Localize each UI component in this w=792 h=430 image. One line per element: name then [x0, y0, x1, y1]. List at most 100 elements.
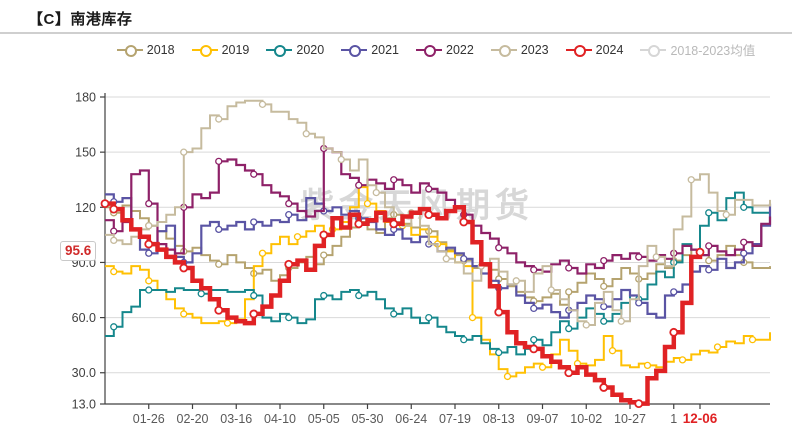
chart-legend: 2018 2019 2020 2021 2022 2023 2024 2018-2023均值	[90, 40, 782, 59]
data-point-marker-2020	[110, 323, 118, 331]
data-point-marker-2024	[669, 327, 679, 337]
y-tick-label: 60.0	[72, 311, 96, 325]
data-point-marker-2022	[530, 266, 538, 274]
data-point-marker-2023	[652, 253, 660, 261]
legend-item-2018[interactable]: 2018	[116, 42, 175, 57]
data-point-marker-2019	[748, 336, 757, 344]
data-point-marker-2024	[389, 219, 399, 229]
x-tick-label: 05-30	[352, 412, 384, 426]
data-point-marker-2024	[564, 368, 574, 378]
legend-label: 2020	[296, 42, 325, 57]
data-point-marker-2024	[354, 219, 364, 229]
legend-item-2023[interactable]: 2023	[490, 42, 549, 57]
legend-line-circle-icon	[191, 44, 218, 57]
data-point-marker-2022	[390, 176, 398, 184]
data-point-marker-2019	[713, 343, 722, 351]
data-point-marker-2021	[250, 218, 258, 226]
data-point-marker-2023	[145, 222, 153, 230]
data-point-marker-2023	[180, 148, 188, 156]
data-point-marker-2020	[390, 310, 398, 318]
legend-item-2018-2023[interactable]: 2018-2023均值	[640, 40, 755, 59]
legend-item-2024[interactable]: 2024	[565, 42, 624, 57]
data-point-marker-2022	[285, 199, 293, 208]
x-tick-label: 02-20	[177, 412, 209, 426]
x-tick-label: 10-27	[614, 412, 646, 426]
series-2024	[105, 201, 703, 406]
legend-label: 2023	[520, 42, 549, 57]
data-point-marker-2019	[258, 249, 267, 257]
data-point-marker-2023	[512, 277, 520, 285]
data-point-marker-2022	[705, 242, 713, 250]
legend-label: 2021	[371, 42, 400, 57]
legend-line-circle-icon	[416, 44, 443, 57]
data-point-marker-2021	[600, 302, 608, 311]
series-2022	[105, 147, 772, 275]
data-point-marker-2020	[285, 313, 293, 322]
data-point-marker-2019	[110, 267, 118, 276]
data-point-marker-2024	[214, 305, 224, 315]
x-tick-label: 05-05	[308, 412, 340, 426]
legend-item-2020[interactable]: 2020	[266, 43, 324, 57]
x-tick-label: 07-19	[439, 412, 471, 426]
x-tick-label: 06-24	[395, 412, 427, 426]
data-point-marker-2022	[110, 227, 118, 235]
data-point-marker-2023	[215, 115, 223, 123]
data-point-marker-2024	[529, 344, 539, 354]
data-point-marker-2021	[740, 249, 748, 257]
legend-label: 2024	[595, 42, 624, 57]
data-point-marker-2024	[284, 259, 294, 269]
data-point-marker-2022	[495, 244, 503, 252]
legend-line-circle-icon	[116, 44, 143, 57]
legend-line-circle-icon	[266, 44, 293, 57]
data-point-marker-2024	[144, 239, 154, 249]
data-point-marker-2020	[460, 336, 468, 344]
data-point-marker-2020	[530, 336, 538, 344]
data-point-marker-2023	[722, 211, 730, 219]
data-point-marker-2018	[215, 260, 223, 268]
legend-label: 2018	[146, 42, 175, 57]
legend-line-circle-icon	[341, 44, 368, 57]
legend-line-circle-icon	[490, 44, 517, 57]
y-tick-label: 30.0	[72, 366, 96, 380]
data-point-marker-2019	[643, 361, 652, 370]
data-point-marker-2018	[320, 251, 328, 259]
legend-item-2019[interactable]: 2019	[191, 43, 249, 57]
series-2020	[105, 191, 771, 356]
page-title: 【C】南港库存	[28, 11, 133, 28]
y-tick-label: 13.0	[72, 398, 96, 412]
data-point-marker-2021	[460, 255, 468, 263]
y-tick-label: 150	[75, 146, 96, 160]
data-point-marker-2022	[215, 157, 223, 165]
data-point-marker-2019	[503, 372, 512, 381]
x-tick-label: 01-26	[133, 412, 165, 426]
data-point-marker-2022	[425, 185, 433, 193]
data-point-marker-2019	[293, 233, 302, 241]
data-point-marker-2024	[695, 247, 705, 257]
data-point-marker-2024	[634, 399, 644, 409]
data-point-marker-2021	[285, 211, 293, 219]
data-point-marker-2023	[547, 286, 555, 294]
data-point-marker-2020	[600, 317, 608, 325]
data-point-marker-2024	[109, 204, 119, 214]
data-point-marker-2023	[258, 100, 267, 109]
data-point-marker-2020	[145, 286, 153, 294]
data-point-marker-2022	[740, 238, 748, 246]
data-point-marker-2022	[145, 199, 153, 208]
data-point-marker-2023	[302, 130, 310, 138]
data-point-marker-2023	[582, 321, 590, 329]
data-point-marker-2021	[670, 288, 678, 296]
data-point-marker-2018	[600, 282, 608, 290]
legend-item-2022[interactable]: 2022	[416, 43, 474, 57]
legend-item-2021[interactable]: 2021	[341, 43, 399, 57]
data-point-marker-2019	[363, 199, 372, 208]
data-point-marker-2020	[740, 203, 748, 211]
legend-label: 2022	[446, 42, 474, 57]
data-point-marker-2021	[215, 225, 223, 234]
y-tick-label: 180	[75, 91, 96, 105]
data-point-marker-2023	[337, 155, 345, 164]
data-point-marker-2020	[355, 291, 363, 300]
data-point-marker-2020	[320, 291, 328, 300]
data-point-marker-2021	[635, 299, 643, 307]
